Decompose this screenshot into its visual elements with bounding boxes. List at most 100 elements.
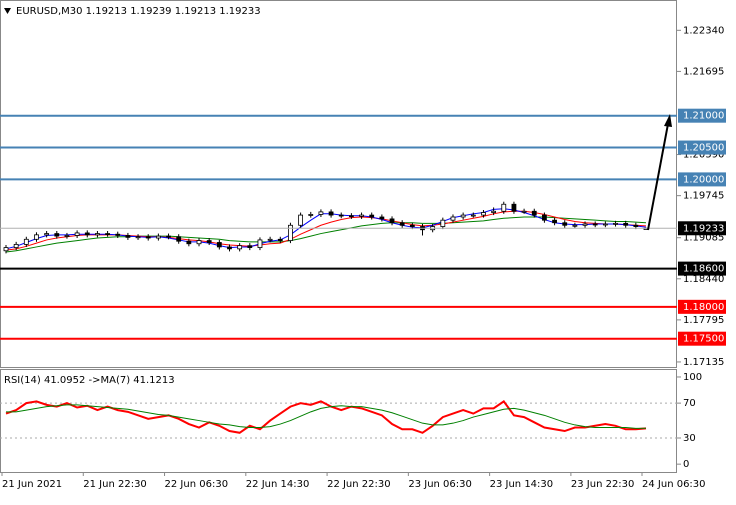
candle-body	[450, 216, 456, 221]
level-label-box	[678, 299, 726, 314]
candle-body	[166, 235, 171, 238]
y-tick-label: 1.19085	[683, 233, 724, 244]
candle-body	[582, 223, 588, 226]
x-tick-label: 23 Jun 14:30	[490, 479, 554, 490]
candle-body	[623, 222, 629, 226]
x-tick-label: 21 Jun 22:30	[83, 479, 147, 490]
level-label: 1.21000	[683, 111, 724, 122]
candle-body	[74, 232, 80, 236]
level-label-box	[678, 108, 726, 123]
candle-body	[613, 222, 618, 225]
candle-body	[186, 240, 192, 245]
candle-body	[247, 245, 253, 248]
candle-body	[23, 238, 29, 245]
candle-body	[542, 214, 547, 221]
y-tick-label: 100	[683, 372, 702, 383]
x-tick-label: 23 Jun 06:30	[408, 479, 472, 490]
candle-body	[389, 218, 395, 224]
level-label: 1.18600	[683, 264, 724, 275]
level-label-box	[678, 172, 726, 187]
candle-body	[54, 233, 60, 237]
candle-body	[359, 214, 364, 217]
moving-average	[5, 216, 647, 253]
candle-body	[135, 236, 141, 239]
x-tick-label: 22 Jun 14:30	[246, 479, 310, 490]
y-tick-label: 70	[683, 398, 696, 409]
y-tick-label: 1.20390	[683, 150, 724, 161]
candle-body	[592, 223, 598, 226]
price-panel	[0, 0, 677, 368]
candle-body	[338, 214, 344, 217]
candle-body	[501, 203, 507, 212]
candle-body	[267, 238, 273, 241]
candle-body	[277, 238, 283, 241]
title-marker	[4, 8, 11, 14]
candle-body	[369, 214, 375, 218]
candle-body	[298, 214, 304, 226]
moving-average	[5, 208, 647, 250]
x-tick-label: 24 Jun 06:30	[642, 479, 706, 490]
level-label: 1.20000	[683, 174, 724, 185]
candle-body	[44, 233, 50, 236]
level-label: 1.19233	[683, 223, 724, 234]
candle-body	[481, 212, 486, 216]
x-tick-label: 23 Jun 22:30	[571, 479, 635, 490]
candle-body	[155, 235, 161, 239]
level-label: 1.18000	[683, 302, 724, 313]
y-tick-label: 1.19745	[683, 191, 724, 202]
x-tick-label: 22 Jun 22:30	[327, 479, 391, 490]
y-tick-label: 30	[683, 433, 696, 444]
candle-body	[176, 236, 182, 242]
x-tick-label: 22 Jun 06:30	[165, 479, 229, 490]
rsi-panel	[0, 369, 677, 473]
candle-body	[409, 224, 415, 227]
candle-body	[379, 216, 385, 220]
y-tick-label: 0	[683, 459, 689, 470]
arrow-line	[647, 123, 669, 231]
candle-body	[237, 245, 243, 250]
candle-body	[34, 234, 39, 240]
y-tick-label: 1.21695	[683, 66, 724, 77]
level-label: 1.17500	[683, 334, 724, 345]
candle-body	[145, 236, 151, 239]
candle-body	[602, 223, 608, 226]
candle-body	[84, 232, 90, 236]
candle-body	[308, 214, 314, 216]
candle-body	[288, 224, 293, 241]
y-tick-label: 1.18440	[683, 274, 724, 285]
candle-body	[572, 224, 578, 227]
indicator-line	[6, 404, 647, 429]
candle-body	[491, 210, 497, 213]
candle-body	[227, 246, 232, 250]
candle-body	[95, 233, 100, 236]
candle-body	[399, 222, 405, 226]
arrow-head	[664, 114, 672, 127]
level-label-box	[678, 221, 726, 236]
candle-body	[511, 203, 517, 212]
candle-body	[460, 214, 466, 218]
candle-body	[562, 222, 568, 226]
chart-title: EURUSD,M30 1.19213 1.19239 1.19213 1.192…	[16, 6, 261, 17]
annotation-arrow	[647, 114, 672, 231]
candle-body	[521, 210, 527, 213]
candle-body	[216, 242, 222, 248]
level-label-box	[678, 261, 726, 276]
candle-body	[105, 233, 110, 235]
candle-body	[440, 219, 446, 227]
y-tick-label: 1.22340	[683, 25, 724, 36]
rsi-title: RSI(14) 41.0952 ->MA(7) 41.1213	[4, 375, 175, 386]
candle-body	[633, 224, 639, 227]
candle-body	[318, 211, 324, 215]
level-label-box	[678, 140, 726, 155]
candle-body	[13, 243, 19, 248]
candle-body	[470, 214, 476, 217]
candle-body	[328, 211, 334, 216]
candle-body	[257, 239, 263, 248]
candle-body	[531, 210, 537, 216]
candle-body	[552, 219, 557, 224]
level-label-box	[678, 331, 726, 346]
candle-body	[196, 240, 202, 245]
candle-body	[115, 233, 121, 236]
candle-body	[206, 240, 212, 243]
